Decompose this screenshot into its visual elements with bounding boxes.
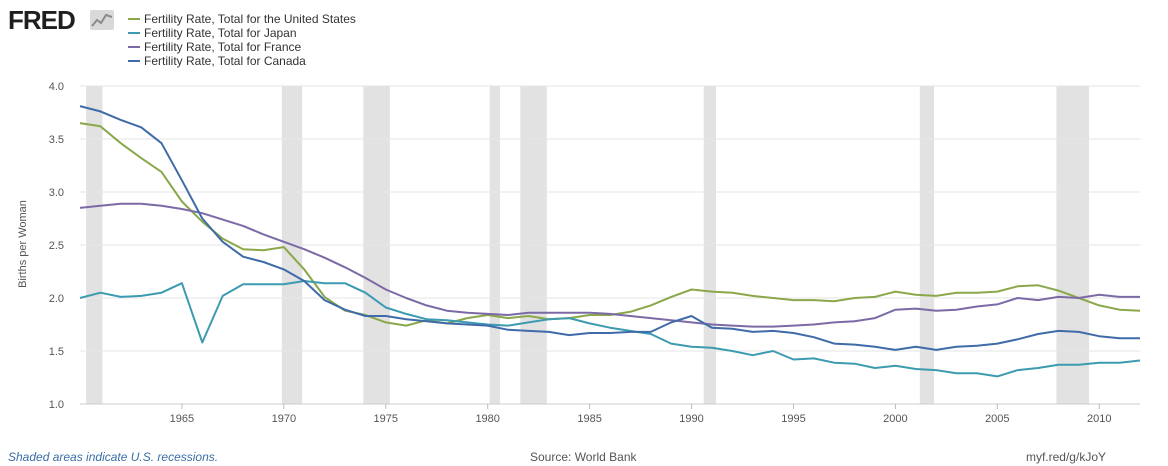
chart-legend: Fertility Rate, Total for the United Sta… xyxy=(128,12,356,68)
x-tick-label: 1985 xyxy=(577,413,601,425)
legend-item-canada[interactable]: Fertility Rate, Total for Canada xyxy=(128,54,356,68)
x-axis-ticks: 1965 1970 1975 1980 1985 1990 1995 2000 2005 2010 xyxy=(170,404,1111,425)
x-tick-label: 1980 xyxy=(475,413,499,425)
y-tick-label: 2.5 xyxy=(49,240,64,252)
legend-swatch xyxy=(128,18,140,20)
y-tick-label: 3.0 xyxy=(49,187,64,199)
y-tick-label: 1.5 xyxy=(49,346,64,358)
recession-note[interactable]: Shaded areas indicate U.S. recessions. xyxy=(8,450,219,464)
y-tick-label: 3.5 xyxy=(49,134,64,146)
x-tick-label: 2010 xyxy=(1087,413,1111,425)
legend-label: Fertility Rate, Total for the United Sta… xyxy=(144,12,356,26)
source-note: Source: World Bank xyxy=(530,450,637,464)
legend-swatch xyxy=(128,32,140,34)
gridlines xyxy=(80,85,1140,405)
y-axis-ticks: 1.0 1.5 2.0 2.5 3.0 3.5 4.0 xyxy=(49,81,64,411)
fred-logo[interactable]: FRED xyxy=(8,6,118,34)
x-tick-label: 1970 xyxy=(272,413,296,425)
legend-item-france[interactable]: Fertility Rate, Total for France xyxy=(128,40,356,54)
short-url-link[interactable]: myf.red/g/kJoY xyxy=(1025,450,1106,464)
x-tick-label: 1975 xyxy=(374,413,398,425)
series-line-france[interactable] xyxy=(79,202,1140,328)
y-tick-label: 4.0 xyxy=(49,81,64,93)
series-line-japan[interactable] xyxy=(79,280,1141,378)
x-tick-label: 1990 xyxy=(679,413,703,425)
legend-item-japan[interactable]: Fertility Rate, Total for Japan xyxy=(128,26,356,40)
y-axis-title: Births per Woman xyxy=(17,200,29,288)
legend-label: Fertility Rate, Total for Japan xyxy=(144,26,297,40)
legend-swatch xyxy=(128,60,140,62)
trend-chart-icon xyxy=(90,10,114,30)
legend-label: Fertility Rate, Total for Canada xyxy=(144,54,306,68)
x-tick-label: 2005 xyxy=(985,413,1009,425)
y-tick-label: 1.0 xyxy=(49,399,64,411)
series-lines xyxy=(79,105,1141,378)
legend-label: Fertility Rate, Total for France xyxy=(144,40,302,54)
fertility-rate-chart: 1.01.52.02.53.03.54.0 1965 1970 1975 1980 19… xyxy=(17,81,1141,425)
logo-text: FRED xyxy=(8,6,75,34)
x-tick-label: 1965 xyxy=(170,413,194,425)
x-tick-label: 1995 xyxy=(781,413,805,425)
y-tick-label: 2.0 xyxy=(49,293,64,305)
series-line-us[interactable] xyxy=(79,122,1141,327)
legend-swatch xyxy=(128,46,140,48)
x-tick-label: 2000 xyxy=(883,413,907,425)
series-line-canada[interactable] xyxy=(79,105,1140,351)
legend-item-us[interactable]: Fertility Rate, Total for the United Sta… xyxy=(128,12,356,26)
